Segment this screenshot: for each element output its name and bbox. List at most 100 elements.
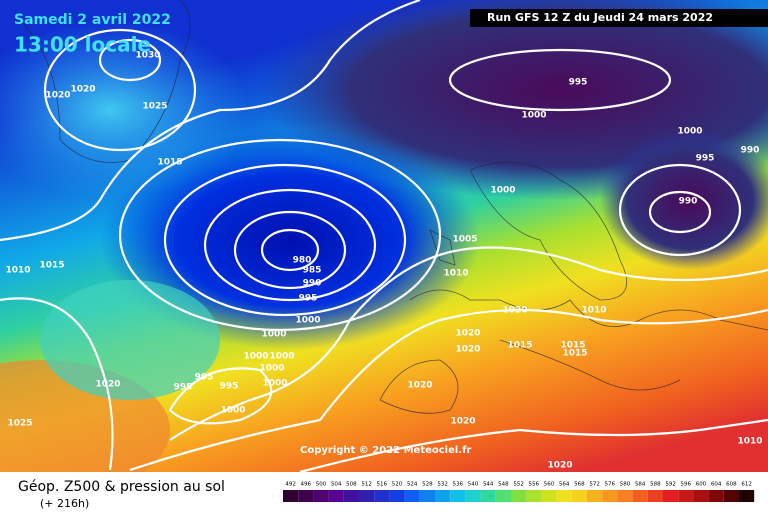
scale-cell xyxy=(435,490,451,502)
scale-cell xyxy=(602,490,618,502)
run-banner xyxy=(470,9,768,27)
scale-label: 544 xyxy=(483,482,494,488)
scale-label: 496 xyxy=(301,482,312,488)
scale-cell xyxy=(495,490,511,502)
scale-label: 540 xyxy=(468,482,479,488)
isobar-label: 1020 xyxy=(547,461,572,471)
scale-label: 500 xyxy=(316,482,327,488)
copyright: Copyright © 2022 Meteociel.fr xyxy=(300,445,471,456)
isobar-label: 995 xyxy=(220,382,239,392)
scale-cell xyxy=(465,490,481,502)
scale-label: 512 xyxy=(361,482,372,488)
isobar-label: 995 xyxy=(174,383,193,393)
map-field xyxy=(0,0,768,500)
scale-cell xyxy=(587,490,603,502)
isobar-label: 1020 xyxy=(502,306,527,316)
scale-cell xyxy=(313,490,329,502)
scale-label: 552 xyxy=(513,482,524,488)
isobar-label: 1015 xyxy=(39,261,64,271)
isobar-label: 1000 xyxy=(490,186,515,196)
scale-label: 576 xyxy=(605,482,616,488)
scale-cell xyxy=(359,490,375,502)
scale-cell xyxy=(693,490,709,502)
isobar-label: 1000 xyxy=(269,352,294,362)
scale-cell xyxy=(450,490,466,502)
legend-title: Géop. Z500 & pression au sol xyxy=(18,479,225,495)
isobar-label: 1025 xyxy=(7,419,32,429)
legend-subtitle: (+ 216h) xyxy=(40,497,89,510)
isobar-label: 1000 xyxy=(259,364,284,374)
scale-label: 548 xyxy=(498,482,509,488)
scale-cell xyxy=(343,490,359,502)
scale-cell xyxy=(739,490,755,502)
scale-label: 584 xyxy=(635,482,646,488)
isobar-label: 995 xyxy=(569,78,588,88)
scale-label: 520 xyxy=(392,482,403,488)
isobar-label: 1015 xyxy=(560,341,585,351)
isobar-label: 1010 xyxy=(443,269,468,279)
isobar-label: 1005 xyxy=(452,235,477,245)
scale-label: 528 xyxy=(422,482,433,488)
scale-cell xyxy=(419,490,435,502)
scale-label: 508 xyxy=(346,482,357,488)
isobar-label: 990 xyxy=(741,146,760,156)
scale-cell xyxy=(328,490,344,502)
isobar-label: 1020 xyxy=(450,417,475,427)
scale-cell xyxy=(480,490,496,502)
scale-label: 604 xyxy=(711,482,722,488)
scale-label: 560 xyxy=(544,482,555,488)
isobar-label: 990 xyxy=(303,279,322,289)
isobar-label: 990 xyxy=(679,197,698,207)
isobar-label: 1010 xyxy=(737,437,762,447)
scale-cell xyxy=(632,490,648,502)
scale-cell xyxy=(556,490,572,502)
scale-cell xyxy=(723,490,739,502)
isobar-label: 1015 xyxy=(157,158,182,168)
isobar-label: 995 xyxy=(299,294,318,304)
isobar-label: 1000 xyxy=(220,406,245,416)
isobar-label: 1015 xyxy=(507,341,532,351)
isobar-label: 1000 xyxy=(243,352,268,362)
isobar-label: 985 xyxy=(303,266,322,276)
scale-label: 568 xyxy=(574,482,585,488)
scale-label: 524 xyxy=(407,482,418,488)
isobar-label: 1000 xyxy=(261,330,286,340)
scale-cell xyxy=(526,490,542,502)
forecast-time: 13:00 locale xyxy=(14,33,151,57)
scale-label: 536 xyxy=(453,482,464,488)
isobar-label: 1020 xyxy=(70,85,95,95)
scale-cell xyxy=(298,490,314,502)
scale-cell xyxy=(389,490,405,502)
scale-cell xyxy=(511,490,527,502)
isobar-label: 995 xyxy=(195,373,214,383)
scale-label: 564 xyxy=(559,482,570,488)
scale-label: 596 xyxy=(681,482,692,488)
scale-label: 516 xyxy=(377,482,388,488)
isobar-label: 1015 xyxy=(562,349,587,359)
scale-cell xyxy=(678,490,694,502)
scale-cell xyxy=(663,490,679,502)
scale-label: 532 xyxy=(437,482,448,488)
isobar-label: 1020 xyxy=(407,381,432,391)
isobar-label: 1000 xyxy=(295,316,320,326)
isobar-label: 1020 xyxy=(455,329,480,339)
isobar-label: 995 xyxy=(696,154,715,164)
isobar-label: 1020 xyxy=(95,380,120,390)
forecast-date: Samedi 2 avril 2022 xyxy=(14,12,171,28)
scale-label: 504 xyxy=(331,482,342,488)
isobar-label: 1020 xyxy=(45,91,70,101)
isobar-label: 1010 xyxy=(581,306,606,316)
scale-cell xyxy=(617,490,633,502)
isobar-label: 1020 xyxy=(455,345,480,355)
scale-label: 608 xyxy=(726,482,737,488)
isobars xyxy=(0,0,768,472)
isobar-label: 1025 xyxy=(142,102,167,112)
isobar-label: 980 xyxy=(293,256,312,266)
isobar-label: 1000 xyxy=(521,111,546,121)
scale-label: 612 xyxy=(741,482,752,488)
scale-cell xyxy=(571,490,587,502)
scale-label: 588 xyxy=(650,482,661,488)
scale-label: 572 xyxy=(589,482,600,488)
